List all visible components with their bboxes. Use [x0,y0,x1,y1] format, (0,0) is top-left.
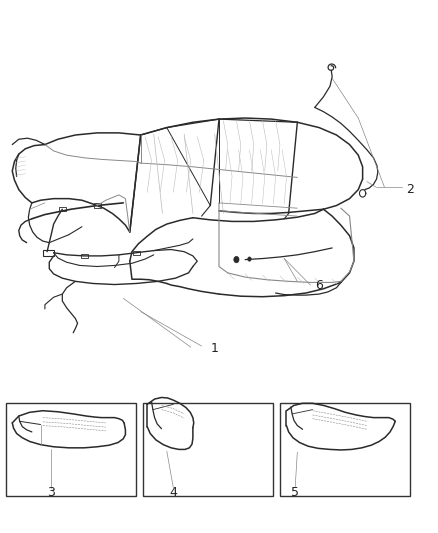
Bar [143,403,273,496]
Bar [43,249,53,256]
Bar [133,251,140,255]
Bar [280,403,410,496]
Bar [81,254,88,258]
Text: 4: 4 [170,486,177,499]
Bar [94,204,101,208]
Text: 1: 1 [210,342,218,355]
Bar [6,403,136,496]
Bar [59,207,66,212]
Circle shape [248,257,251,261]
Text: 5: 5 [291,486,299,499]
Text: 3: 3 [47,486,55,499]
Text: 2: 2 [406,183,414,196]
Circle shape [234,256,239,263]
Text: 6: 6 [315,279,323,292]
